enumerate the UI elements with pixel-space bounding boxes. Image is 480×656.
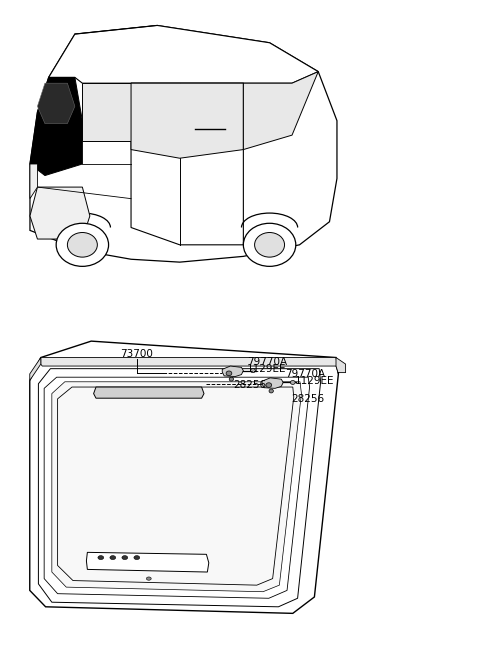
Text: 1129EE: 1129EE (247, 364, 286, 374)
Polygon shape (86, 552, 209, 572)
Polygon shape (94, 387, 204, 398)
Polygon shape (41, 358, 338, 374)
Polygon shape (243, 72, 318, 150)
Ellipse shape (67, 232, 97, 257)
Text: 28256: 28256 (233, 380, 266, 390)
Polygon shape (30, 26, 337, 262)
Text: 79770A: 79770A (285, 369, 325, 379)
Ellipse shape (226, 371, 232, 375)
Ellipse shape (290, 380, 295, 384)
Polygon shape (30, 341, 338, 613)
Ellipse shape (56, 223, 108, 266)
Ellipse shape (110, 556, 116, 560)
Polygon shape (336, 358, 346, 374)
Text: 28256: 28256 (291, 394, 324, 403)
Polygon shape (131, 83, 243, 158)
Ellipse shape (122, 556, 128, 560)
Polygon shape (37, 83, 75, 123)
Polygon shape (52, 382, 301, 592)
Polygon shape (131, 83, 243, 245)
Polygon shape (262, 378, 283, 388)
Ellipse shape (251, 369, 255, 373)
Polygon shape (30, 77, 83, 176)
Text: 1129EE: 1129EE (295, 376, 334, 386)
Ellipse shape (254, 232, 285, 257)
Polygon shape (83, 83, 131, 141)
Polygon shape (30, 187, 90, 239)
Polygon shape (30, 358, 41, 380)
Text: 73700: 73700 (120, 349, 153, 359)
Ellipse shape (98, 556, 104, 560)
Polygon shape (222, 366, 243, 377)
Ellipse shape (243, 223, 296, 266)
Ellipse shape (134, 556, 140, 560)
Ellipse shape (269, 389, 274, 393)
Text: 79770A: 79770A (247, 358, 287, 367)
Ellipse shape (146, 577, 151, 580)
Ellipse shape (229, 377, 233, 381)
Ellipse shape (266, 383, 272, 387)
Polygon shape (48, 26, 318, 83)
Polygon shape (30, 164, 37, 199)
